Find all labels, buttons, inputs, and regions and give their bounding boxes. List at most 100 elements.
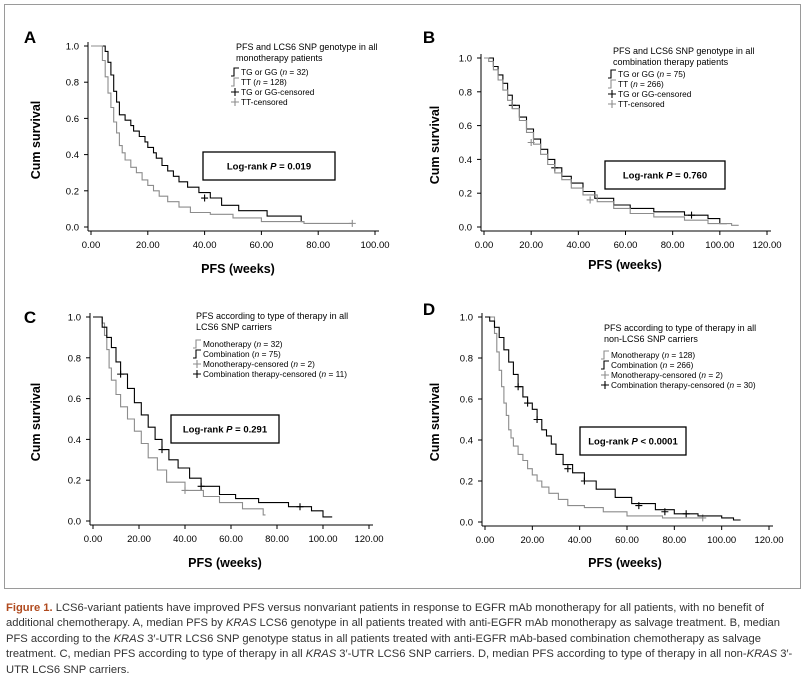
legend-censor-icon — [601, 371, 609, 379]
censor-mark — [586, 196, 594, 204]
legend-censor-icon — [231, 88, 239, 96]
legend-title: PFS according to type of therapy in all — [196, 311, 348, 321]
y-tick-label: 0.6 — [68, 394, 81, 405]
km-curve-combination — [485, 316, 741, 521]
censor-mark — [201, 194, 209, 202]
legend-label: TT-censored — [618, 99, 665, 109]
legend-censor-icon — [608, 100, 616, 108]
x-tick-label: 0.00 — [475, 240, 494, 251]
caption-text: KRAS — [113, 632, 145, 645]
censor-mark — [514, 383, 522, 391]
y-tick-label: 0.2 — [460, 477, 473, 488]
x-tick-label: 60.00 — [615, 535, 639, 546]
legend-label: Combination (n = 75) — [203, 349, 281, 359]
y-tick-label: 0.4 — [66, 150, 79, 161]
logrank-box — [604, 160, 726, 190]
legend-label: Monotherapy-censored (n = 2) — [611, 370, 723, 380]
legend-title: non-LCS6 SNP carriers — [604, 334, 698, 344]
y-tick-label: 0.6 — [459, 121, 472, 132]
legend-label: TG or GG (n = 32) — [241, 67, 309, 77]
legend-title: monotherapy patients — [236, 53, 323, 63]
panel-letter: D — [423, 300, 435, 319]
censor-mark — [181, 486, 189, 494]
figure-frame: A 0.0 0.2 0.4 0.6 0.8 1.0 0.00 20.00 40.00 60.00 80… — [4, 4, 801, 589]
logrank-text: Log-rank P = 0.291 — [183, 425, 268, 436]
caption-label: Figure 1. — [6, 602, 53, 614]
logrank-box — [202, 151, 336, 181]
caption-text: 3′-UTR LCS6 SNP carriers. — [6, 648, 793, 676]
legend-title: LCS6 SNP carriers — [196, 322, 272, 332]
censor-mark — [527, 139, 535, 146]
y-axis-label: Cum survival — [428, 106, 442, 185]
censor-mark — [661, 508, 669, 516]
legend-label: TT (n = 128) — [241, 77, 287, 87]
legend-step-icon — [193, 349, 201, 359]
km-curve-tg-or-gg — [91, 45, 304, 223]
y-tick-label: 0.4 — [460, 436, 473, 447]
y-tick-label: 0.0 — [459, 223, 472, 234]
y-axis-label: Cum survival — [428, 383, 442, 462]
legend-step-icon — [193, 339, 201, 349]
x-tick-label: 20.00 — [520, 535, 544, 546]
censor-mark — [564, 465, 572, 473]
x-tick-label: 100.00 — [308, 534, 337, 545]
x-tick-label: 20.00 — [136, 240, 160, 251]
censor-mark — [682, 510, 690, 518]
y-tick-label: 0.4 — [68, 435, 81, 446]
legend-censor-icon — [601, 381, 609, 389]
legend-label: TG or GG-censored — [618, 89, 692, 99]
legend-censor-icon — [193, 360, 201, 368]
x-tick-label: 120.00 — [354, 534, 383, 545]
censor-mark — [348, 219, 356, 227]
panel-letter: C — [24, 308, 36, 327]
legend-label: TT (n = 266) — [618, 79, 664, 89]
legend-title: PFS according to type of therapy in all — [604, 323, 756, 333]
x-tick-label: 20.00 — [519, 240, 543, 251]
km-curve-tg-or-gg — [484, 57, 727, 225]
caption-text: KRAS — [746, 648, 778, 661]
km-curve-monotherapy — [93, 316, 266, 516]
y-tick-label: 0.2 — [68, 476, 81, 487]
censor-mark — [296, 503, 304, 511]
y-tick-label: 0.8 — [459, 87, 472, 98]
y-tick-label: 0.0 — [460, 518, 473, 529]
x-tick-label: 100.00 — [707, 535, 736, 546]
y-tick-label: 0.0 — [66, 223, 79, 234]
y-axis-label: Cum survival — [29, 383, 43, 462]
y-tick-label: 0.2 — [66, 186, 79, 197]
x-tick-label: 80.00 — [661, 240, 685, 251]
censor-mark — [533, 416, 541, 423]
censor-mark — [158, 446, 166, 454]
legend-label: Monotherapy-censored (n = 2) — [203, 359, 315, 369]
x-tick-label: 40.00 — [173, 534, 197, 545]
y-tick-label: 0.6 — [460, 395, 473, 406]
legend-step-icon — [601, 350, 609, 360]
km-curve-tt — [91, 45, 353, 224]
caption-text: KRAS — [225, 617, 257, 630]
censor-mark — [688, 211, 696, 219]
y-tick-label: 1.0 — [66, 42, 79, 53]
caption-text: 3′-UTR LCS6 SNP carriers. D, median PFS … — [336, 648, 747, 661]
y-tick-label: 0.8 — [66, 78, 79, 89]
x-tick-label: 60.00 — [219, 534, 243, 545]
legend-step-icon — [231, 67, 239, 77]
x-tick-label: 80.00 — [265, 534, 289, 545]
x-tick-label: 0.00 — [476, 535, 495, 546]
x-tick-label: 20.00 — [127, 534, 151, 545]
x-tick-label: 80.00 — [306, 240, 330, 251]
y-tick-label: 0.4 — [459, 155, 472, 166]
logrank-text: Log-rank P = 0.019 — [227, 162, 311, 173]
legend-title: PFS and LCS6 SNP genotype in all — [236, 42, 377, 52]
y-tick-label: 1.0 — [459, 54, 472, 65]
legend-label: TG or GG-censored — [241, 87, 315, 97]
x-tick-label: 120.00 — [752, 240, 781, 251]
km-curve-tt — [484, 57, 739, 226]
x-tick-label: 0.00 — [84, 534, 103, 545]
x-tick-label: 60.00 — [250, 240, 274, 251]
legend-step-icon — [608, 79, 616, 89]
y-tick-label: 0.2 — [459, 189, 472, 200]
x-tick-label: 120.00 — [754, 535, 783, 546]
legend-censor-icon — [231, 98, 239, 106]
figure-caption: Figure 1. LCS6-variant patients have imp… — [6, 601, 801, 678]
legend-label: Monotherapy (n = 32) — [203, 339, 283, 349]
